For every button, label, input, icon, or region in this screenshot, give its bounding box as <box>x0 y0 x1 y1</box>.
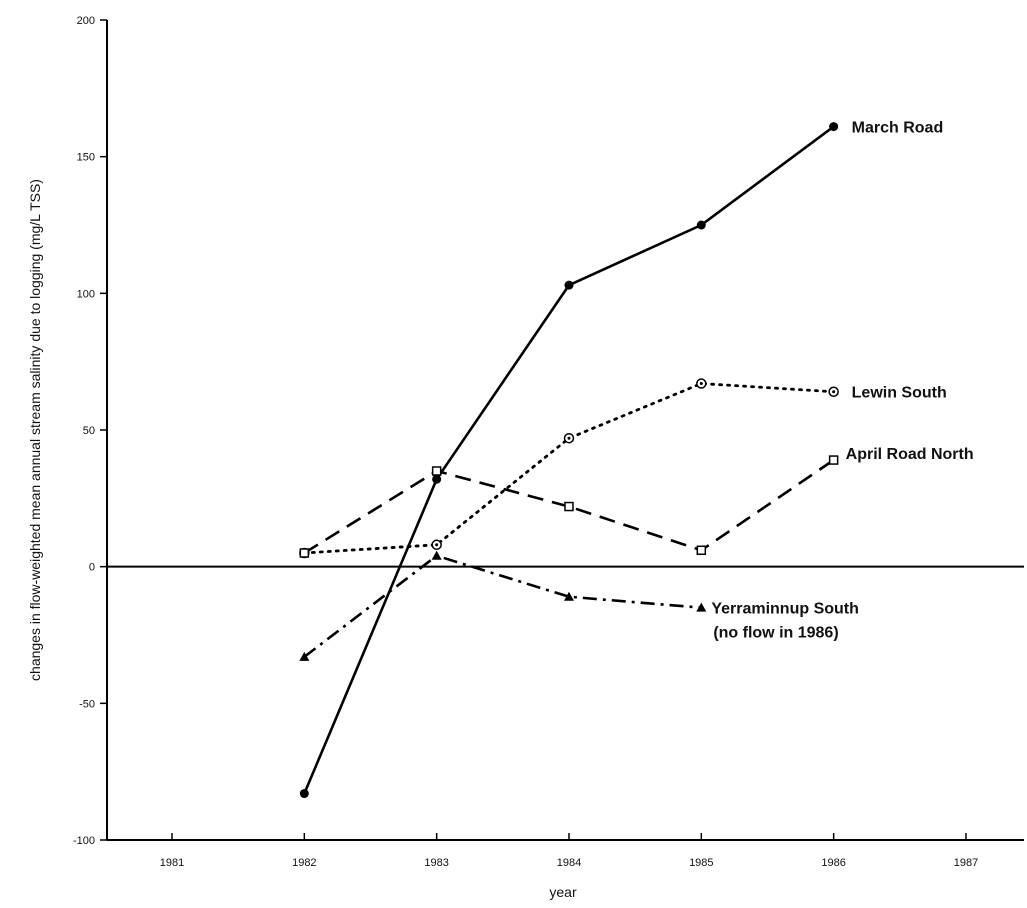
series-label: (no flow in 1986) <box>713 625 838 642</box>
x-tick-label: 1983 <box>424 857 448 869</box>
data-point <box>564 501 574 512</box>
series-label: Yerraminnup South <box>711 601 859 618</box>
series-label: Lewin South <box>852 385 947 402</box>
data-point <box>299 651 310 661</box>
data-point <box>829 122 839 132</box>
x-tick-label: 1981 <box>160 857 184 869</box>
data-point <box>431 466 442 476</box>
data-point-center <box>832 390 836 394</box>
data-point <box>299 548 310 558</box>
x-tick-label: 1987 <box>954 857 978 869</box>
y-tick-label: -50 <box>79 698 95 710</box>
data-point <box>564 280 574 290</box>
series-line <box>303 554 702 658</box>
x-tick-label: 1986 <box>821 857 845 869</box>
y-tick-label: 200 <box>77 15 95 27</box>
series-line <box>302 382 836 555</box>
series-line <box>303 458 835 555</box>
data-point <box>696 220 706 230</box>
x-axis-title: year <box>549 884 577 900</box>
data-point <box>299 789 309 799</box>
data-point <box>563 591 574 601</box>
y-axis-title: changes in flow-weighted mean annual str… <box>27 179 43 681</box>
series-yerraminnup-south <box>299 550 707 661</box>
y-tick-label: -100 <box>73 835 95 847</box>
x-tick-label: 1984 <box>557 857 581 869</box>
data-point <box>432 474 442 484</box>
series-label: March Road <box>852 120 944 137</box>
series-march-road <box>299 122 839 799</box>
labels-layer: March Road Lewin South April Road North Yer… <box>711 120 973 642</box>
y-tick-label: 100 <box>77 288 95 300</box>
series-layer <box>299 122 839 799</box>
y-tick-label: 50 <box>83 425 95 437</box>
series-april-road-north <box>299 455 839 558</box>
axes: 200 150 100 50 0 -50 -100 1981 1982 1983 1984 1985 1… <box>73 15 1024 869</box>
x-tick-label: 1982 <box>292 857 316 869</box>
series-lewin-south <box>299 378 839 559</box>
data-point <box>828 455 839 465</box>
series-label: April Road North <box>846 446 974 463</box>
data-point-center <box>699 382 703 386</box>
y-tick-label: 0 <box>89 562 95 574</box>
data-point-center <box>567 436 571 440</box>
data-point-center <box>435 543 439 547</box>
data-point <box>431 550 442 560</box>
series-line <box>303 125 835 795</box>
data-point <box>696 602 707 612</box>
y-tick-label: 150 <box>77 152 95 164</box>
data-point <box>696 545 707 556</box>
x-tick-label: 1985 <box>689 857 713 869</box>
